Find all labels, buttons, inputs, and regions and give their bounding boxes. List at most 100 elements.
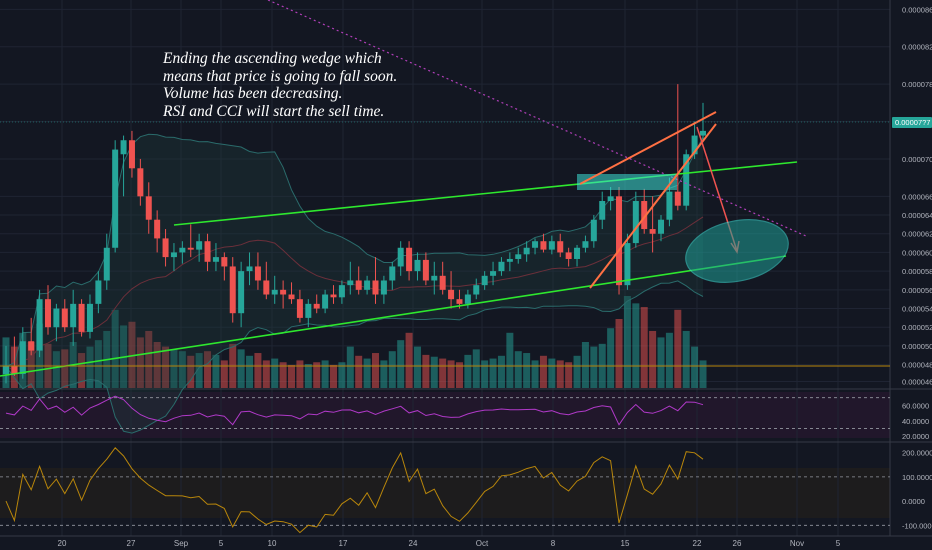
candle-body: [658, 219, 665, 234]
candle-body: [112, 149, 119, 248]
volume-bar: [640, 307, 648, 388]
candle-body: [11, 366, 18, 374]
volume-bar: [52, 351, 60, 388]
volume-bar: [405, 332, 413, 388]
volume-bar: [531, 360, 539, 388]
cci-tick-label: 100.0000: [902, 473, 932, 482]
candle-body: [599, 201, 606, 220]
volume-bar: [439, 358, 447, 388]
volume-bar: [27, 342, 35, 388]
volume-bar: [497, 355, 505, 388]
candle-body: [263, 280, 270, 295]
candle-body: [464, 294, 471, 304]
cci-line: [5, 447, 704, 534]
volume-bar: [447, 360, 455, 388]
rsi-line: [5, 395, 704, 426]
candle-body: [78, 303, 85, 332]
candle-body: [498, 261, 505, 272]
price-tick-label: 0.0000462: [902, 377, 932, 386]
candles: [3, 84, 706, 384]
candle-body: [582, 241, 589, 248]
volume-bar: [136, 337, 144, 388]
candle-body: [666, 191, 673, 220]
candle-body: [44, 299, 51, 328]
candle-body: [481, 275, 488, 286]
volume-bar: [607, 328, 615, 388]
volume-bar: [296, 360, 304, 388]
volume-bar: [355, 355, 363, 388]
volume-bar: [455, 362, 463, 388]
volume-bar: [128, 321, 136, 388]
candle-body: [246, 266, 253, 272]
candle-body: [389, 266, 396, 281]
volume-bar: [682, 330, 690, 388]
volume-bar: [86, 346, 94, 388]
candle-body: [523, 247, 530, 255]
candle-body: [179, 247, 186, 253]
volume-bar: [632, 303, 640, 388]
annotation-line-1: Ending the ascending wedge which: [163, 50, 382, 67]
candle-body: [422, 259, 429, 281]
candle-body: [3, 366, 9, 374]
candle-body: [506, 258, 513, 262]
candle-body: [120, 140, 127, 155]
volume-bar: [220, 360, 228, 388]
candle-body: [238, 271, 245, 314]
candle-body: [683, 154, 690, 206]
candle-body: [70, 303, 77, 328]
candle-body: [515, 254, 522, 259]
volume-bar: [187, 355, 195, 388]
volume-bar: [330, 365, 338, 388]
time-tick-label: 20: [58, 539, 67, 548]
time-tick-label: 27: [127, 539, 136, 548]
drawings: [0, 0, 890, 377]
bollinger-upper: [5, 133, 704, 367]
bollinger-basis: [5, 216, 704, 371]
wedge-support-upper: [173, 161, 798, 226]
rising-wedge-upper: [579, 111, 717, 185]
candle-body: [19, 341, 26, 374]
candle-body: [674, 191, 681, 206]
candle-body: [649, 229, 656, 234]
candle-body: [204, 241, 211, 262]
candle-body: [338, 285, 345, 298]
candle-body: [86, 303, 93, 332]
candle-body: [431, 275, 438, 281]
time-tick-label: Oct: [476, 539, 489, 548]
candle-body: [490, 271, 497, 276]
candle-body: [574, 247, 581, 259]
volume-bar: [615, 319, 623, 388]
volume-bar: [195, 353, 203, 388]
volume-bar: [153, 342, 161, 388]
candle-body: [162, 238, 169, 258]
candle-body: [632, 201, 639, 244]
volume-bar: [699, 360, 707, 388]
volume-bar: [237, 349, 245, 388]
volume-bar: [262, 360, 270, 388]
candle-body: [221, 257, 228, 267]
annotation-line-2: means that price is going to fall soon.: [163, 67, 398, 85]
volume-bar: [78, 353, 86, 388]
candle-body: [380, 280, 387, 295]
candle-body: [288, 294, 295, 300]
volume-bar: [371, 353, 379, 388]
candle-body: [557, 241, 564, 253]
candle-body: [271, 289, 278, 295]
annotation-line-3: Volume has been decreasing.: [163, 85, 343, 103]
candle-body: [296, 299, 303, 318]
volume-bar: [346, 346, 354, 388]
rsi-panel-bg: [0, 392, 890, 438]
current-price-label: 0.00007?7: [895, 118, 930, 127]
